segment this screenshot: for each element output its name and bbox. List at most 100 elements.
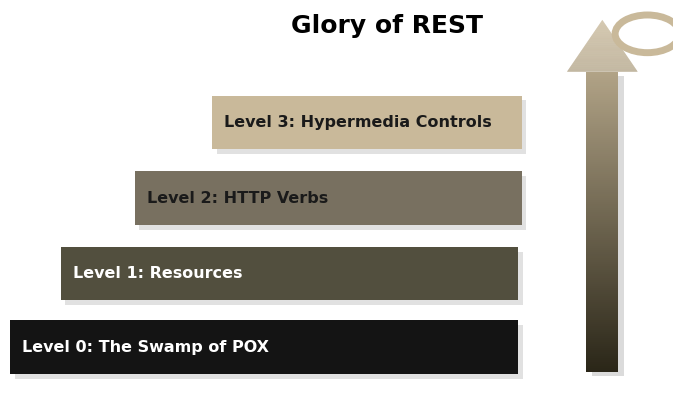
Polygon shape <box>587 42 618 43</box>
Bar <box>592 256 624 259</box>
Bar <box>586 368 618 370</box>
Bar <box>586 234 618 236</box>
Bar <box>586 142 618 144</box>
Bar <box>586 316 618 318</box>
Bar <box>586 182 618 184</box>
Polygon shape <box>579 53 626 54</box>
Bar <box>592 158 624 162</box>
Bar <box>592 259 624 263</box>
Polygon shape <box>581 50 623 51</box>
Bar <box>586 112 618 114</box>
Bar <box>586 350 618 352</box>
Bar <box>586 232 618 234</box>
Bar <box>586 92 618 94</box>
Bar <box>586 244 618 246</box>
Polygon shape <box>591 36 614 37</box>
Bar <box>586 82 618 84</box>
Polygon shape <box>595 29 609 30</box>
Bar <box>592 357 624 361</box>
Bar <box>586 168 618 170</box>
Bar <box>586 360 618 362</box>
Bar <box>586 88 618 90</box>
Bar <box>586 90 618 92</box>
Text: Level 2: HTTP Verbs: Level 2: HTTP Verbs <box>147 191 328 205</box>
Bar <box>586 122 618 124</box>
Bar <box>592 170 624 173</box>
Bar <box>586 358 618 360</box>
Bar <box>586 308 618 310</box>
Bar <box>586 236 618 238</box>
Polygon shape <box>597 27 608 28</box>
Bar <box>586 328 618 330</box>
Bar <box>592 252 624 256</box>
Polygon shape <box>583 47 621 48</box>
Polygon shape <box>589 39 616 40</box>
Bar <box>586 144 618 146</box>
Bar <box>586 124 618 126</box>
Bar <box>586 332 618 334</box>
Bar <box>586 114 618 116</box>
FancyBboxPatch shape <box>217 100 526 154</box>
Bar <box>592 143 624 147</box>
Polygon shape <box>590 37 614 38</box>
Bar <box>592 109 624 113</box>
Bar <box>586 242 618 244</box>
Bar <box>586 206 618 208</box>
Bar <box>586 176 618 178</box>
Bar <box>586 322 618 324</box>
Bar <box>586 180 618 182</box>
Bar <box>586 276 618 278</box>
Bar <box>592 271 624 275</box>
Bar <box>592 290 624 293</box>
FancyBboxPatch shape <box>212 96 522 149</box>
Bar <box>586 96 618 98</box>
Bar <box>592 324 624 327</box>
Bar <box>586 300 618 302</box>
Bar <box>592 136 624 139</box>
Bar <box>586 128 618 130</box>
FancyBboxPatch shape <box>65 252 523 305</box>
Bar <box>586 314 618 316</box>
Bar <box>586 196 618 198</box>
Bar <box>586 110 618 112</box>
Bar <box>592 125 624 128</box>
Bar <box>586 364 618 366</box>
Bar <box>592 94 624 98</box>
Polygon shape <box>600 22 604 23</box>
FancyBboxPatch shape <box>15 325 523 379</box>
Polygon shape <box>568 69 637 70</box>
Bar <box>586 72 618 74</box>
Bar <box>586 268 618 270</box>
Bar <box>586 166 618 168</box>
Bar <box>586 320 618 322</box>
Polygon shape <box>598 25 606 26</box>
Polygon shape <box>576 58 629 59</box>
Bar <box>592 219 624 222</box>
Bar <box>592 237 624 241</box>
Polygon shape <box>573 62 632 63</box>
Bar <box>592 339 624 342</box>
Polygon shape <box>584 46 621 47</box>
Bar <box>592 177 624 181</box>
Polygon shape <box>569 67 635 68</box>
Polygon shape <box>594 32 611 33</box>
Polygon shape <box>583 48 622 49</box>
Bar <box>592 297 624 301</box>
Polygon shape <box>592 34 612 35</box>
Bar <box>592 98 624 102</box>
Bar <box>586 278 618 280</box>
Bar <box>586 102 618 104</box>
Bar <box>586 188 618 190</box>
Bar <box>592 305 624 308</box>
Polygon shape <box>581 51 624 52</box>
Bar <box>592 267 624 271</box>
Bar <box>586 108 618 110</box>
Bar <box>592 117 624 121</box>
Bar <box>592 147 624 151</box>
Bar <box>586 172 618 174</box>
Bar <box>586 78 618 80</box>
Bar <box>586 178 618 180</box>
Bar <box>586 334 618 336</box>
Bar <box>592 181 624 185</box>
Bar <box>586 326 618 328</box>
